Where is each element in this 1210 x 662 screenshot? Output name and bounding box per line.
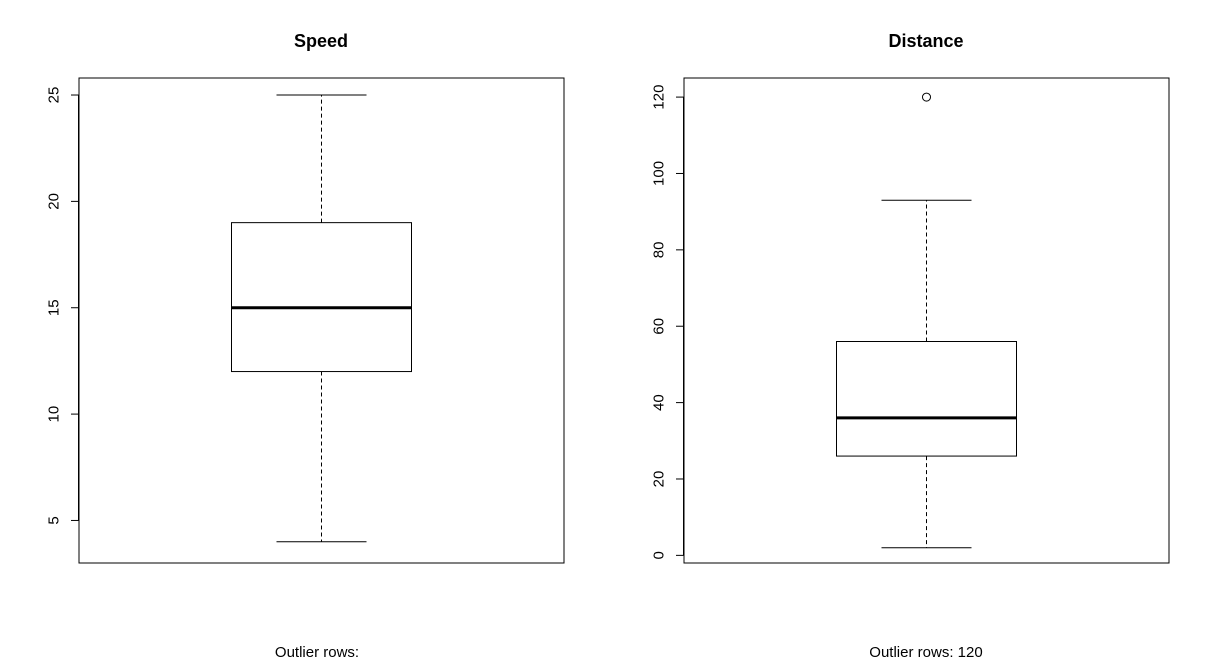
y-tick-label: 15 [46, 299, 63, 316]
y-tick-label: 60 [651, 318, 668, 335]
outlier-point [922, 92, 931, 102]
box-marks [231, 94, 412, 543]
box-marks [836, 92, 1017, 549]
iqr-box [836, 341, 1017, 457]
y-tick-label: 25 [46, 87, 63, 104]
iqr-box [231, 222, 412, 373]
speed-panel: Speed 5 10 15 20 25 Outlier rows: [46, 31, 565, 661]
y-axis: 5 10 15 20 25 [46, 87, 79, 525]
distance-panel: Distance 0 20 40 60 80 100 120 Outlier rows: 1… [651, 31, 1170, 661]
y-tick-label: 5 [46, 516, 63, 524]
outlier-caption: Outlier rows: [275, 644, 359, 661]
y-tick-label: 120 [651, 85, 668, 110]
y-tick-label: 40 [651, 394, 668, 411]
y-axis: 0 20 40 60 80 100 120 [651, 85, 684, 560]
outlier-caption: Outlier rows: 120 [869, 644, 982, 661]
y-tick-label: 100 [651, 161, 668, 186]
y-tick-label: 0 [651, 551, 668, 559]
y-tick-label: 10 [46, 406, 63, 423]
y-tick-label: 80 [651, 242, 668, 259]
y-tick-label: 20 [46, 193, 63, 210]
chart-title: Speed [294, 31, 348, 51]
chart-title: Distance [888, 31, 963, 51]
y-tick-label: 20 [651, 471, 668, 488]
